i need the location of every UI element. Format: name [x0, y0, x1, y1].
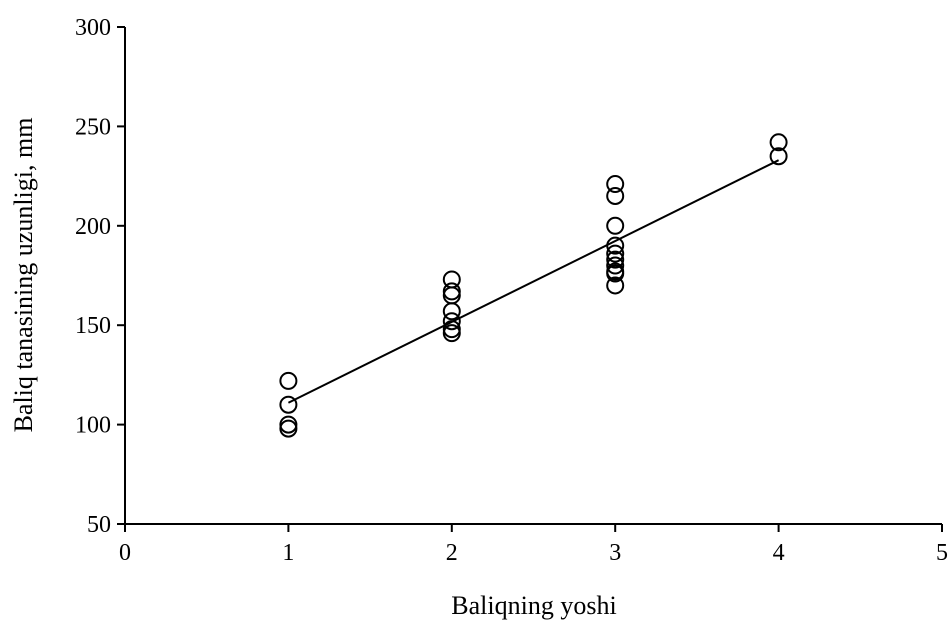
y-tick-label: 300 [75, 15, 111, 41]
data-point [442, 302, 461, 321]
y-tick-label: 100 [75, 413, 111, 439]
data-point [606, 236, 625, 255]
data-point [279, 419, 298, 438]
data-point [279, 395, 298, 414]
data-point [606, 175, 625, 194]
data-point [279, 371, 298, 390]
x-tick-label: 0 [119, 540, 131, 566]
data-point [606, 250, 625, 269]
x-tick-label: 3 [609, 540, 621, 566]
data-point [279, 415, 298, 434]
x-axis-title: Baliqning yoshi [451, 591, 616, 620]
x-tick-label: 1 [282, 540, 294, 566]
trendline-group [287, 159, 780, 404]
y-tick-label: 250 [75, 114, 111, 140]
y-axis: 50 100 150 200 250 300 [75, 15, 126, 538]
data-point [606, 216, 625, 235]
data-point [442, 324, 461, 343]
data-points [279, 133, 788, 438]
data-point [606, 276, 625, 295]
data-point [769, 147, 788, 166]
data-point [442, 282, 461, 301]
data-point [606, 244, 625, 263]
x-tick-label: 2 [446, 540, 458, 566]
data-point [606, 256, 625, 275]
y-tick-label: 200 [75, 214, 111, 240]
data-point [606, 186, 625, 205]
data-point [769, 133, 788, 152]
x-axis: 0 1 2 3 4 5 [119, 523, 948, 566]
y-tick-label: 50 [87, 512, 111, 538]
y-axis-title: Baliq tanasining uzunligi, mm [9, 118, 38, 433]
x-tick-label: 4 [773, 540, 785, 566]
y-tick-label: 150 [75, 313, 111, 339]
data-point [442, 312, 461, 331]
x-tick-label: 5 [936, 540, 948, 566]
data-point [606, 264, 625, 283]
data-point [442, 286, 461, 305]
trendline [287, 159, 780, 404]
